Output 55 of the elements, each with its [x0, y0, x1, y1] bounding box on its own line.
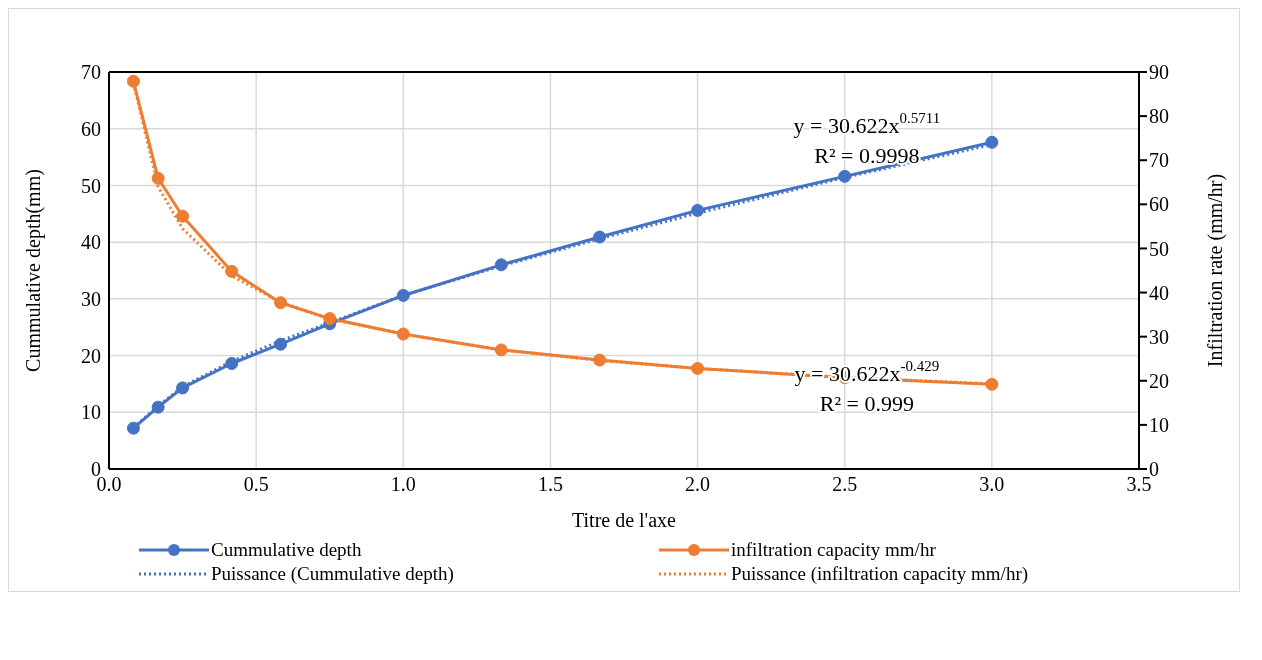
point: [593, 353, 607, 367]
legend-label: Puissance (infiltration capacity mm/hr): [731, 563, 1029, 585]
y-tick-label: 10: [81, 401, 101, 424]
x-tick-label: 2.0: [685, 473, 711, 496]
point: [274, 337, 288, 351]
point: [225, 357, 239, 371]
annotation: R² = 0.999: [819, 391, 914, 417]
y-tick-label: 20: [81, 344, 101, 367]
y-axis-title: Cummulative depth(mm): [22, 169, 46, 372]
y-tick-label: 40: [81, 231, 101, 254]
point: [593, 230, 607, 244]
legend-label: infiltration capacity mm/hr: [731, 539, 936, 561]
x-tick-label: 1.5: [537, 473, 563, 496]
y2-axis-title: Infiltration rate (mm/hr): [1204, 173, 1228, 368]
y2-tick-label: 10: [1149, 413, 1169, 436]
y2-tick-label: 40: [1149, 281, 1169, 304]
x-tick-label: 0.5: [243, 473, 269, 496]
point: [985, 135, 999, 149]
point: [176, 381, 190, 395]
point: [494, 343, 508, 357]
point: [151, 171, 165, 185]
y-tick-label: 50: [81, 174, 101, 197]
y2-tick-label: 80: [1149, 105, 1169, 128]
x-tick-label: 2.5: [832, 473, 858, 496]
x-axis-title: Titre de l'axe: [572, 509, 677, 531]
y2-tick-label: 70: [1149, 149, 1169, 172]
y-tick-label: 70: [81, 61, 101, 84]
annotation: y = 30.622x$^{0.5711}$: [793, 110, 941, 139]
point: [691, 203, 705, 217]
y2-tick-label: 90: [1149, 61, 1169, 84]
point: [396, 327, 410, 341]
x-tick-label: 1.0: [390, 473, 416, 496]
y2-tick-label: 50: [1149, 237, 1169, 260]
point: [396, 288, 410, 302]
point: [494, 258, 508, 272]
point: [838, 169, 852, 183]
x-tick-label: 3.0: [979, 473, 1005, 496]
y-tick-label: 60: [81, 117, 101, 140]
point: [985, 377, 999, 391]
point: [176, 209, 190, 223]
point: [225, 264, 239, 278]
y2-tick-label: 0: [1149, 458, 1159, 481]
y-tick-label: 30: [81, 287, 101, 310]
point: [691, 361, 705, 375]
y2-tick-label: 20: [1149, 369, 1169, 392]
point: [274, 296, 288, 310]
annotation: R² = 0.9998: [814, 143, 920, 169]
legend-label: Cummulative depth: [211, 539, 362, 561]
point: [126, 421, 140, 435]
y2-tick-label: 30: [1149, 325, 1169, 348]
y2-tick-label: 60: [1149, 193, 1169, 216]
point: [126, 74, 140, 88]
point: [323, 312, 337, 326]
legend-label: Puissance (Cummulative depth): [211, 563, 454, 585]
point: [151, 400, 165, 414]
